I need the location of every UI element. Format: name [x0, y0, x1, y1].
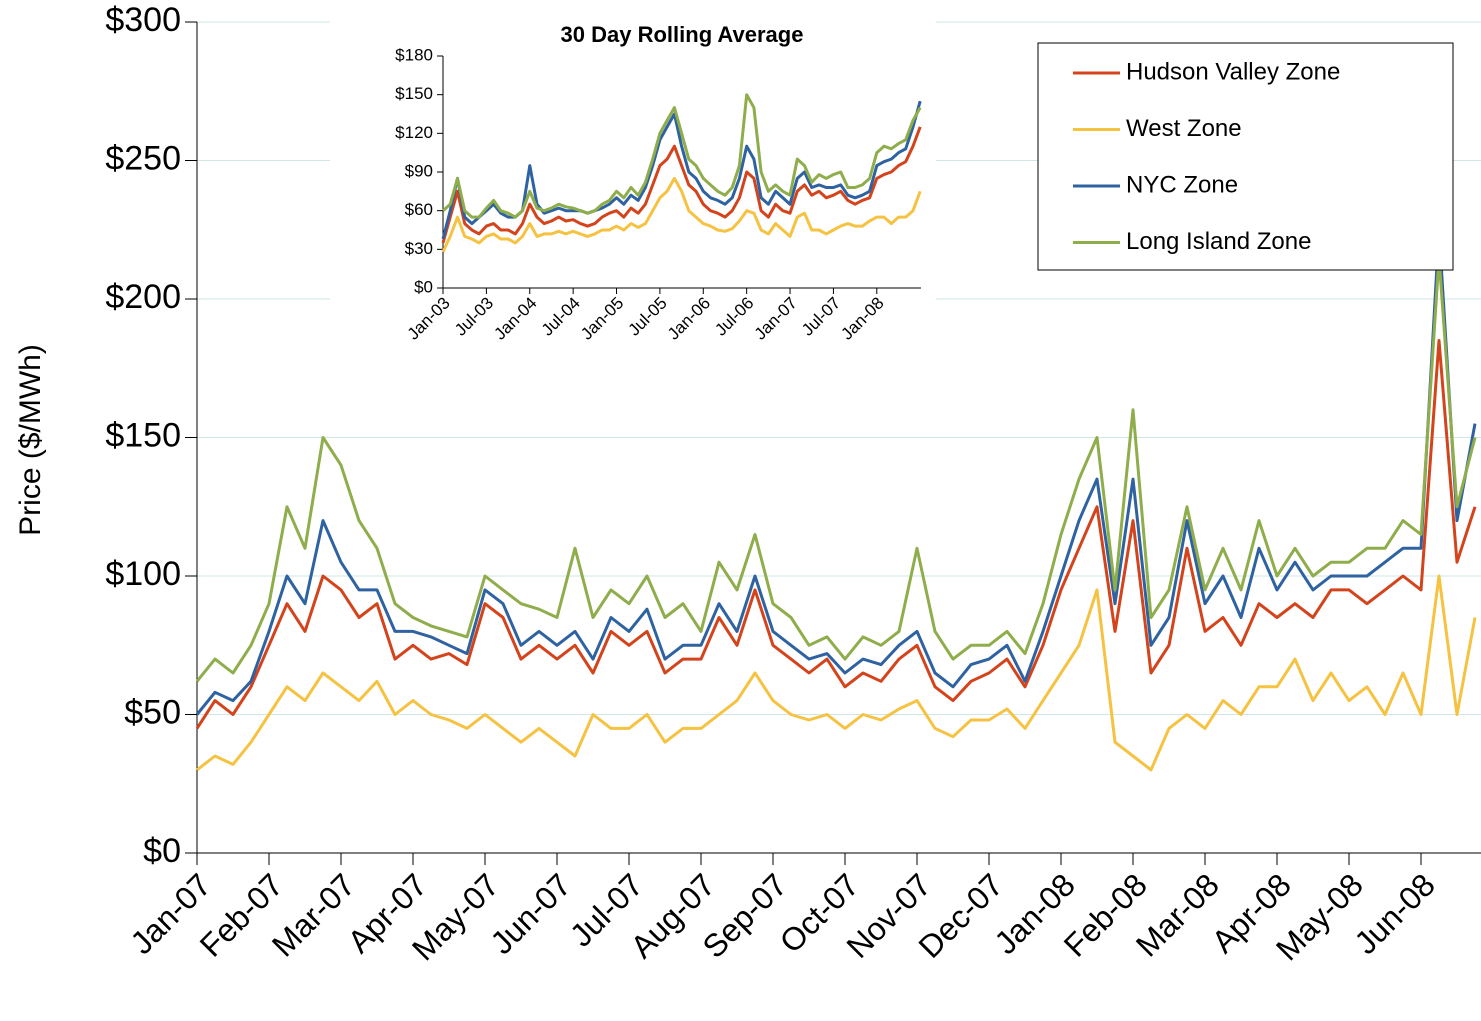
series-line: [441, 126, 922, 244]
y-tick-label: $200: [105, 278, 181, 316]
series-line: [195, 339, 1477, 730]
x-tick-label: Mar-07: [265, 866, 362, 963]
y-tick-label: $50: [124, 693, 181, 731]
y-tick-label: $100: [105, 555, 181, 593]
series-line: [195, 256, 1477, 683]
y-tick-label: $150: [105, 416, 181, 454]
y-tick-label: $30: [405, 239, 433, 258]
y-tick-label: $0: [143, 832, 181, 870]
y-tick-label: $120: [395, 123, 433, 142]
legend-box: [1037, 42, 1454, 271]
series-line: [441, 176, 922, 253]
series-line: [196, 574, 1477, 772]
y-tick-label: $90: [405, 161, 433, 180]
legend-label: Long Island Zone: [1126, 228, 1311, 255]
y-tick-label: $150: [395, 84, 433, 103]
legend-label: NYC Zone: [1126, 171, 1238, 198]
y-tick-label: $60: [405, 200, 433, 219]
x-tick-label: Jun-08: [1347, 866, 1442, 961]
y-tick-label: $250: [105, 139, 181, 177]
y-tick-label: $300: [105, 1, 181, 39]
y-axis-label: Price ($/MWh): [14, 344, 47, 536]
x-tick-label: Mar-08: [1129, 866, 1226, 963]
legend-label: Hudson Valley Zone: [1126, 58, 1340, 85]
chart-title: 30 Day Rolling Average: [561, 22, 804, 47]
y-tick-label: $180: [395, 45, 433, 64]
y-tick-label: $0: [414, 277, 433, 296]
inset-background: [330, 0, 936, 398]
series-line: [195, 228, 1477, 716]
legend-label: West Zone: [1126, 115, 1242, 142]
x-tick-label: Jun-07: [483, 866, 578, 961]
series-line: [441, 93, 922, 219]
